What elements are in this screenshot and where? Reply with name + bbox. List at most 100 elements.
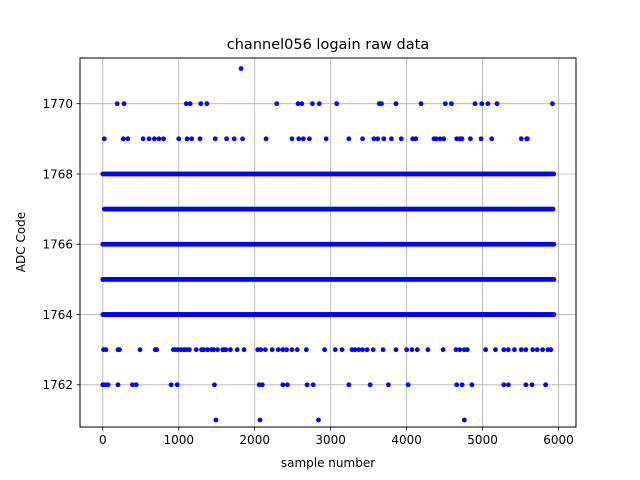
data-point: [506, 382, 511, 388]
data-point: [440, 347, 446, 353]
data-point: [211, 347, 217, 353]
data-point: [241, 347, 247, 353]
data-point: [289, 136, 295, 142]
data-point: [212, 136, 218, 142]
data-point: [280, 347, 286, 353]
data-point: [117, 347, 122, 353]
data-point: [454, 382, 460, 388]
data-point: [263, 136, 269, 142]
data-point: [152, 136, 157, 142]
data-point: [529, 382, 535, 388]
data-point: [418, 101, 424, 107]
data-point: [501, 382, 507, 388]
data-point: [437, 136, 443, 142]
data-point: [296, 136, 302, 142]
data-point: [468, 136, 473, 142]
data-point: [433, 136, 439, 142]
data-point: [323, 136, 329, 142]
data-point: [115, 382, 121, 388]
chart-title: channel056 logain raw data: [227, 37, 429, 53]
data-point: [105, 382, 111, 388]
data-point: [346, 136, 352, 142]
data-point: [137, 347, 143, 353]
data-point: [156, 136, 162, 142]
data-point: [367, 382, 373, 388]
data-point: [316, 101, 322, 107]
data-point: [551, 312, 557, 317]
data-point: [284, 382, 290, 388]
data-point: [176, 136, 182, 142]
y-tick-label: 1764: [42, 308, 73, 322]
data-point: [543, 382, 549, 388]
data-point: [294, 347, 300, 353]
data-point: [269, 347, 275, 353]
data-point: [464, 347, 470, 353]
data-points: [100, 66, 557, 423]
y-tick-label: 1770: [42, 97, 73, 111]
data-point: [441, 136, 447, 142]
data-point: [316, 417, 321, 423]
data-point: [461, 417, 467, 423]
data-point: [146, 136, 152, 142]
data-point: [213, 417, 219, 423]
data-point: [121, 101, 127, 107]
data-point: [223, 347, 229, 353]
data-point: [275, 347, 281, 353]
x-tick-label: 6000: [543, 433, 574, 447]
data-point: [212, 382, 217, 388]
x-tick-label: 1000: [163, 433, 194, 447]
data-point: [425, 347, 431, 353]
data-point: [310, 382, 316, 388]
data-point: [231, 136, 237, 142]
data-point: [289, 347, 295, 353]
data-point: [352, 347, 358, 353]
data-point: [304, 382, 310, 388]
y-tick-label: 1768: [42, 167, 73, 181]
data-point: [189, 136, 195, 142]
data-point: [518, 136, 524, 142]
data-point: [551, 277, 557, 282]
data-point: [322, 347, 327, 353]
data-point: [215, 347, 220, 353]
data-point: [380, 347, 386, 353]
data-point: [332, 347, 338, 353]
data-point: [204, 101, 210, 107]
data-point: [389, 136, 394, 142]
data-point: [442, 101, 448, 107]
data-point: [364, 347, 370, 353]
data-point: [413, 136, 419, 142]
data-point: [360, 136, 365, 142]
data-point: [453, 347, 459, 353]
data-point: [205, 347, 211, 353]
data-point: [274, 101, 280, 107]
data-point: [295, 101, 301, 107]
data-point: [186, 347, 192, 353]
data-point: [339, 347, 345, 353]
data-point: [198, 101, 204, 107]
data-point: [534, 347, 540, 353]
y-tick-label: 1766: [42, 238, 73, 252]
data-point: [259, 382, 265, 388]
data-point: [228, 347, 233, 353]
data-point: [234, 347, 240, 353]
data-point: [393, 101, 399, 107]
data-point: [257, 417, 263, 423]
data-point: [183, 101, 189, 107]
data-point: [161, 136, 166, 142]
x-tick-label: 2000: [239, 433, 270, 447]
data-point: [346, 382, 352, 388]
data-point: [284, 347, 289, 353]
data-point: [306, 136, 312, 142]
data-point: [300, 136, 306, 142]
data-point: [360, 347, 365, 353]
data-point: [523, 347, 529, 353]
data-point: [398, 136, 404, 142]
data-point: [459, 382, 465, 388]
data-point: [405, 382, 411, 388]
data-point: [479, 101, 485, 107]
data-point: [494, 101, 500, 107]
data-point: [551, 241, 557, 247]
data-point: [224, 136, 230, 142]
